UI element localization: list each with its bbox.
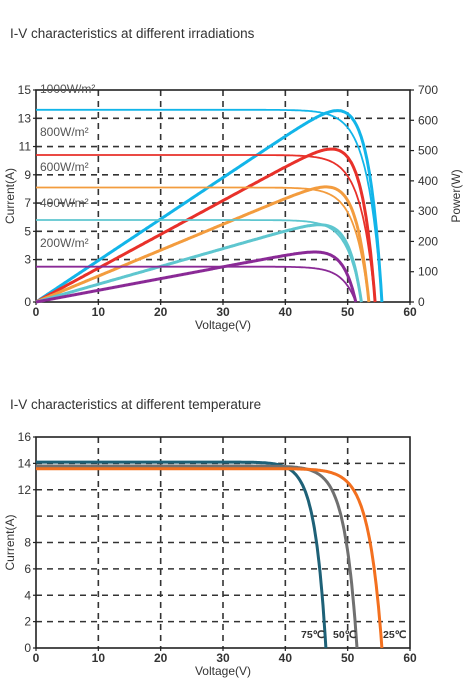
y-tick-label: 0 [24, 641, 31, 655]
iv-curve-line [36, 265, 357, 303]
y-tick-label: 15 [18, 83, 32, 97]
x-tick-label: 0 [33, 651, 40, 665]
series-label: 50℃ [333, 629, 357, 641]
series-label: 600W/m² [40, 160, 89, 174]
iv-curve-line [36, 219, 363, 303]
y-tick-label: 14 [18, 456, 32, 470]
y2-tick-label: 400 [418, 174, 438, 188]
x-tick-label: 50 [341, 305, 355, 319]
iv-curve-line [36, 460, 328, 649]
x-tick-label: 60 [403, 651, 417, 665]
y-tick-label: 4 [24, 588, 31, 602]
iv-curve-line [36, 464, 359, 649]
x-axis-label: Voltage(V) [195, 318, 251, 332]
power-curve-line [35, 250, 358, 304]
y-tick-label: 12 [18, 483, 32, 497]
y2-tick-label: 200 [418, 234, 438, 248]
x-tick-label: 40 [279, 651, 293, 665]
x-tick-label: 30 [216, 651, 230, 665]
x-tick-label: 60 [403, 305, 417, 319]
series-label: 800W/m² [40, 125, 89, 139]
series-label: 200W/m² [40, 236, 89, 250]
chart-title-irradiation: I-V characteristics at different irradia… [10, 26, 255, 41]
y-tick-label: 16 [18, 430, 32, 444]
y2-axis-label: Power(W) [449, 169, 463, 222]
y2-tick-label: 300 [418, 204, 438, 218]
y-tick-label: 0 [24, 295, 31, 309]
y-tick-label: 5 [24, 224, 31, 238]
y-tick-label: 6 [24, 562, 31, 576]
power-curve-line [35, 185, 371, 304]
y-tick-label: 9 [24, 168, 31, 182]
x-axis-label: Voltage(V) [195, 664, 251, 678]
y2-tick-label: 600 [418, 113, 438, 127]
iv-curve-line [36, 154, 376, 303]
series-label: 75℃ [301, 629, 325, 641]
irradiation-chart: 0 10 20 30 40 50 6003579111315Voltage(V)Curren… [3, 82, 463, 332]
y-tick-label: 8 [24, 536, 31, 550]
power-curve-line [35, 147, 377, 304]
y-axis-label: Current(A) [3, 168, 17, 224]
y2-tick-label: 100 [418, 265, 438, 279]
series-label: 25℃ [383, 629, 407, 641]
y2-tick-label: 700 [418, 83, 438, 97]
x-tick-label: 50 [341, 651, 355, 665]
x-tick-label: 20 [154, 651, 168, 665]
series-label: 400W/m² [40, 196, 89, 210]
x-tick-label: 0 [33, 305, 40, 319]
x-tick-label: 40 [279, 305, 293, 319]
y-axis-label: Current(A) [3, 514, 17, 570]
y2-tick-label: 500 [418, 144, 438, 158]
chart-title-temperature: I-V characteristics at different tempera… [10, 397, 262, 412]
y-tick-label: 2 [24, 615, 31, 629]
y-tick-label: 7 [24, 196, 31, 210]
y-tick-label: 3 [24, 253, 31, 267]
y2-tick-label: 0 [418, 295, 425, 309]
y-tick-label: 13 [18, 111, 32, 125]
x-tick-label: 10 [92, 305, 106, 319]
series-label: 1000W/m² [40, 82, 95, 96]
iv-curve-line [35, 467, 384, 649]
y-tick-label: 11 [19, 140, 32, 154]
power-curve-line [35, 223, 363, 304]
x-tick-label: 20 [154, 305, 168, 319]
x-tick-label: 30 [216, 305, 230, 319]
x-tick-label: 10 [92, 651, 106, 665]
